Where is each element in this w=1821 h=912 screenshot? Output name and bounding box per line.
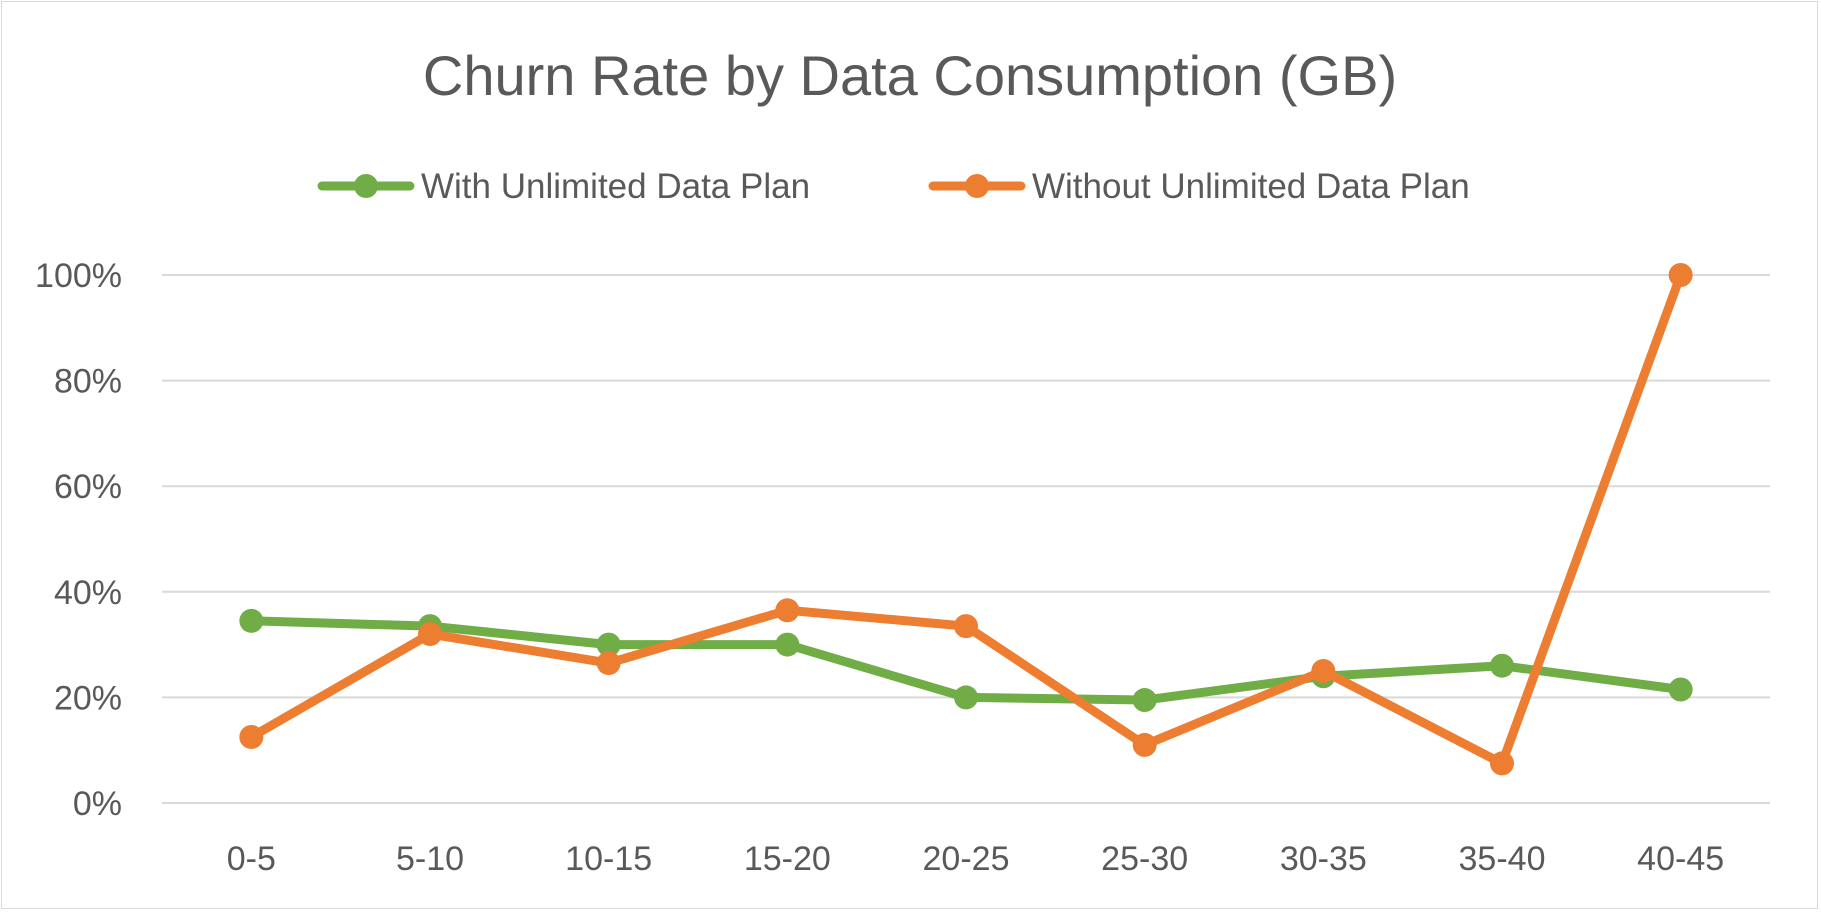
- data-point: [239, 608, 264, 633]
- data-point: [239, 725, 264, 749]
- series-2: [239, 263, 1693, 776]
- x-tick-label: 20-25: [923, 840, 1010, 878]
- legend-marker-without-unlimited: [965, 174, 989, 198]
- data-point: [1490, 751, 1514, 776]
- data-point: [954, 614, 978, 639]
- y-axis-tick-labels: 0% 20% 40% 60% 80% 100%: [35, 257, 122, 823]
- data-point: [1132, 688, 1157, 713]
- legend-marker-with-unlimited: [354, 174, 378, 198]
- legend-item-with-unlimited: With Unlimited Data Plan: [317, 167, 810, 206]
- data-point: [596, 651, 621, 676]
- y-tick-label: 100%: [35, 257, 122, 295]
- data-point: [1668, 263, 1693, 287]
- x-tick-label: 5-10: [396, 840, 464, 878]
- series-1: [239, 608, 1693, 713]
- data-point: [954, 685, 978, 710]
- y-tick-label: 20%: [54, 679, 122, 717]
- data-point: [1132, 732, 1157, 757]
- legend-item-without-unlimited: Without Unlimited Data Plan: [928, 167, 1470, 206]
- data-point: [1311, 659, 1336, 683]
- legend-label-without-unlimited: Without Unlimited Data Plan: [1032, 167, 1470, 206]
- data-point: [775, 598, 800, 623]
- chart-title: Churn Rate by Data Consumption (GB): [423, 44, 1397, 107]
- x-tick-label: 10-15: [565, 840, 652, 878]
- legend-label-with-unlimited: With Unlimited Data Plan: [421, 167, 810, 206]
- y-tick-label: 0%: [73, 785, 122, 823]
- x-axis-tick-labels: 0-5 5-10 10-15 15-20 20-25 25-30 30-35 35-40 40-…: [227, 840, 1724, 878]
- legend: With Unlimited Data Plan Without Unlimit…: [317, 167, 1470, 206]
- x-tick-label: 0-5: [227, 840, 276, 878]
- data-point: [1668, 677, 1693, 702]
- y-tick-label: 40%: [54, 574, 122, 612]
- series-layer: [239, 263, 1693, 776]
- data-point: [1490, 653, 1514, 678]
- data-point: [596, 632, 621, 657]
- x-tick-label: 35-40: [1459, 840, 1546, 878]
- y-tick-label: 80%: [54, 363, 122, 401]
- gridlines: [162, 274, 1770, 804]
- data-point: [418, 622, 442, 647]
- x-tick-label: 15-20: [744, 840, 831, 878]
- y-tick-label: 60%: [54, 468, 122, 506]
- x-tick-label: 25-30: [1101, 840, 1188, 878]
- data-point: [775, 632, 800, 657]
- x-tick-label: 30-35: [1280, 840, 1367, 878]
- x-tick-label: 40-45: [1637, 840, 1724, 878]
